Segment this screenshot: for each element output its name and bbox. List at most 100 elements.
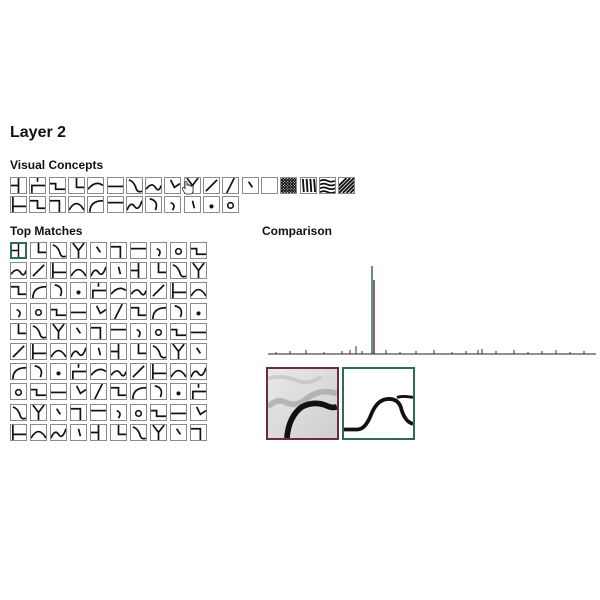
match-tile[interactable] [70, 363, 87, 381]
match-tile[interactable] [70, 302, 87, 320]
match-tile[interactable] [70, 403, 87, 421]
match-tile[interactable] [10, 322, 27, 340]
match-tile[interactable] [50, 242, 67, 259]
match-tile[interactable] [170, 262, 187, 280]
match-tile[interactable] [70, 322, 87, 340]
match-tile[interactable] [90, 302, 107, 320]
vertical-stripes-icon[interactable] [299, 177, 317, 194]
match-tile[interactable] [110, 423, 127, 441]
crosshatch-texture-icon[interactable] [280, 177, 298, 194]
corner-l-icon[interactable] [10, 196, 27, 213]
corner-cross-icon[interactable] [29, 177, 47, 194]
circle-small-icon[interactable] [222, 196, 240, 213]
match-tile[interactable] [150, 383, 167, 401]
dot-small-icon[interactable] [203, 196, 220, 213]
match-tile[interactable] [170, 242, 187, 259]
curve-arc-icon[interactable] [87, 177, 105, 194]
match-tile[interactable] [90, 282, 107, 300]
match-tile[interactable] [130, 343, 147, 360]
match-tile[interactable] [150, 282, 167, 300]
match-tile[interactable] [130, 403, 147, 421]
match-tile[interactable] [150, 262, 167, 280]
match-tile[interactable] [30, 403, 47, 421]
match-tile[interactable] [150, 403, 167, 421]
corner-cross-icon[interactable] [10, 177, 27, 194]
match-tile[interactable] [110, 242, 127, 259]
match-tile[interactable] [30, 242, 47, 259]
match-tile[interactable] [70, 423, 87, 441]
match-tile[interactable] [130, 423, 147, 441]
match-tile[interactable] [110, 383, 127, 401]
cross-diagonal-icon[interactable] [203, 177, 220, 194]
match-tile[interactable] [50, 383, 67, 401]
match-tile[interactable] [50, 363, 67, 381]
match-tile[interactable] [30, 262, 47, 280]
match-tile[interactable] [70, 343, 87, 360]
match-tile[interactable] [190, 242, 207, 259]
arc-corner-icon[interactable] [87, 196, 105, 213]
match-tile[interactable] [30, 383, 47, 401]
match-tile[interactable] [30, 423, 47, 441]
corner-step-icon[interactable] [48, 177, 66, 194]
match-tile[interactable] [110, 363, 127, 381]
match-tile[interactable] [170, 363, 187, 381]
match-tile[interactable] [50, 343, 67, 360]
match-tile[interactable] [130, 322, 147, 340]
diagonal-small-icon[interactable] [183, 196, 201, 213]
corner-box-icon[interactable] [48, 196, 66, 213]
arc-top-icon[interactable] [67, 196, 85, 213]
step-line-icon[interactable] [29, 196, 47, 213]
horizontal-bar-icon[interactable] [106, 196, 124, 213]
match-tile[interactable] [130, 262, 147, 280]
small-curve-icon[interactable] [164, 196, 182, 213]
match-tile[interactable] [170, 282, 187, 300]
match-tile[interactable] [10, 282, 27, 300]
match-tile[interactable] [150, 242, 167, 259]
match-tile[interactable] [10, 423, 27, 441]
match-tile[interactable] [190, 262, 207, 280]
match-tile[interactable] [110, 322, 127, 340]
match-tile[interactable] [130, 242, 147, 259]
match-tile[interactable] [190, 282, 207, 300]
match-tile[interactable] [170, 343, 187, 360]
match-tile[interactable] [30, 282, 47, 300]
match-tile[interactable] [190, 363, 207, 381]
match-tile[interactable] [10, 363, 27, 381]
diagonal-stroke-icon[interactable] [164, 177, 182, 194]
match-tile[interactable] [90, 363, 107, 381]
match-tile[interactable] [10, 302, 27, 320]
match-tile[interactable] [190, 322, 207, 340]
match-tile[interactable] [30, 343, 47, 360]
match-tile[interactable] [150, 343, 167, 360]
match-tile[interactable] [90, 383, 107, 401]
match-tile[interactable] [10, 262, 27, 280]
match-tile[interactable] [170, 322, 187, 340]
match-tile[interactable] [110, 282, 127, 300]
match-tile[interactable] [150, 423, 167, 441]
match-tile[interactable] [90, 262, 107, 280]
match-tile[interactable] [50, 403, 67, 421]
horizontal-waves-icon[interactable] [318, 177, 336, 194]
blank-icon[interactable] [260, 177, 278, 194]
match-tile[interactable] [110, 302, 127, 320]
match-tile[interactable] [170, 383, 187, 401]
match-tile[interactable] [50, 322, 67, 340]
diagonal-dot-icon[interactable] [241, 177, 259, 194]
hook-icon[interactable] [145, 196, 163, 213]
s-curve-icon[interactable] [125, 196, 143, 213]
match-tile[interactable] [70, 383, 87, 401]
match-tile[interactable] [90, 343, 107, 360]
match-tile[interactable] [150, 322, 167, 340]
match-tile[interactable] [50, 282, 67, 300]
horizontal-line-icon[interactable] [106, 177, 124, 194]
match-tile[interactable] [10, 242, 27, 259]
match-tile[interactable] [110, 262, 127, 280]
match-tile[interactable] [130, 302, 147, 320]
match-tile[interactable] [10, 383, 27, 401]
match-tile[interactable] [130, 363, 147, 381]
match-tile[interactable] [50, 423, 67, 441]
match-tile[interactable] [110, 343, 127, 360]
match-tile[interactable] [90, 423, 107, 441]
match-tile[interactable] [110, 403, 127, 421]
match-tile[interactable] [190, 343, 207, 360]
